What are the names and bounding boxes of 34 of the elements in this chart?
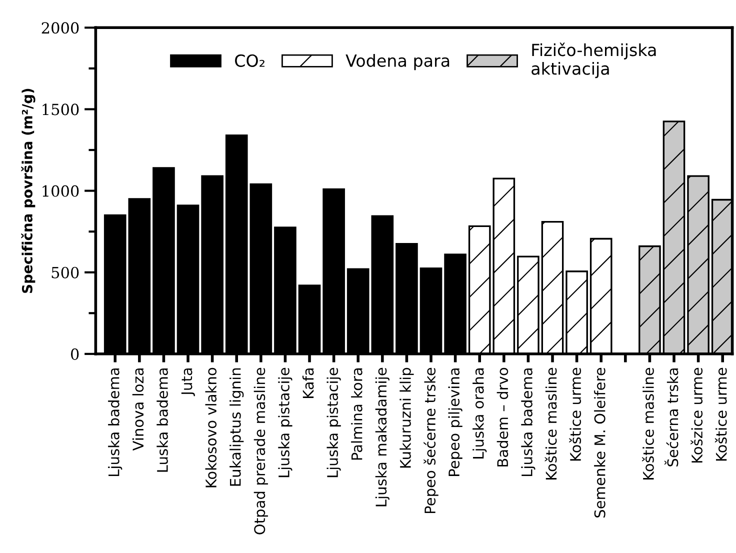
y-tick-label: 2000 [42,22,79,34]
x-tick-label: Koštice masline [544,368,557,480]
y-axis-title: Specifična površina (m²/g) [21,88,36,293]
x-tick-label: Ljuska makadamije [375,368,390,506]
x-tick-label: Ljuska oraha [472,368,487,458]
y-tick-label: 1500 [42,104,79,116]
x-tick-label: Semenke M. Oleifere [594,368,606,518]
x-tick-label: Pepeo šećerne trske [424,368,438,514]
legend-label: Vodena para [346,54,450,70]
x-tick-label: Košzice urme [690,368,703,463]
x-tick-label: Luska badema [156,368,168,472]
x-tick-label: Palmina kora [351,368,362,460]
x-tick-label: Eukaliptus lignin [230,368,244,486]
x-tick-label: Koštice urme [569,368,582,461]
x-tick-label: Kafa [302,368,314,398]
y-tick-label: 1000 [42,185,79,197]
legend-label: Fizičo-hemijska aktivacija [532,42,656,78]
x-tick-label: Kukuruzni klip [400,368,414,468]
y-tick-label: 500 [52,266,79,278]
legend-label: CO₂ [235,54,264,67]
x-tick-label: Juta [181,368,195,396]
x-tick-label: Ljuska badema [108,368,122,476]
x-tick-label: Ljuska pistacije [278,368,292,478]
x-tick-label: Otpad prerade masline [254,368,268,534]
x-tick-label: Šećerna trska [664,368,678,466]
x-tick-label: Pepeo piljevina [448,368,462,476]
x-tick-label: Ljuska pistacije [326,368,341,478]
x-tick-label: Ljuska badema [521,368,536,476]
x-tick-label: Badem – drvo [496,368,508,466]
x-tick-label: Kokosovo vlakno [205,368,217,488]
x-tick-label: Koštice urme [714,368,727,461]
x-tick-label: Vinova loza [132,368,144,451]
y-tick-label: 0 [70,348,79,360]
x-tick-label: Koštice masline [642,368,654,480]
